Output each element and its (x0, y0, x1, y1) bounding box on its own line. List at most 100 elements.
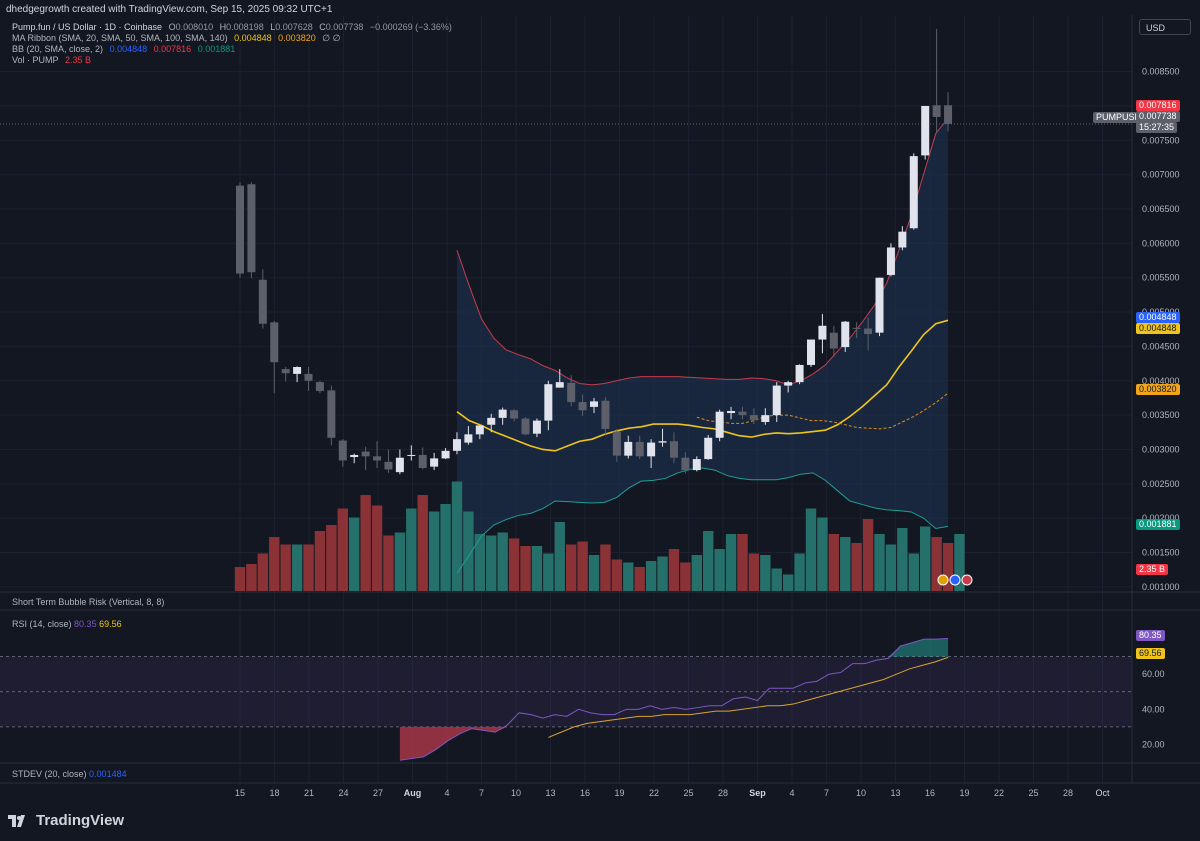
volume-bar (303, 544, 314, 591)
candle-body (818, 325, 827, 340)
ma-value-1: 0.004848 (234, 33, 272, 43)
rsi-overbought-fill (888, 638, 949, 657)
close-value: 0.007738 (325, 22, 364, 32)
volume-bar (908, 553, 919, 591)
volume-legend[interactable]: Vol · PUMP 2.35 B (12, 55, 92, 65)
x-tick-label: 16 (580, 788, 590, 798)
x-tick-label: 21 (304, 788, 314, 798)
volume-bar (543, 553, 554, 591)
candle-body (669, 441, 678, 458)
volume-bar (817, 517, 828, 591)
y-tick-label: 0.001000 (1142, 582, 1180, 592)
volume-bar (703, 531, 714, 591)
candle-body (350, 454, 359, 458)
event-icon (937, 574, 949, 586)
volume-bar (714, 549, 725, 591)
candle-body (692, 459, 701, 471)
bb-legend[interactable]: BB (20, SMA, close, 2) 0.004848 0.007816… (12, 44, 236, 54)
candle-body (281, 369, 290, 374)
last-price-tag: 0.007738 (1136, 111, 1180, 122)
candle-body (441, 450, 450, 459)
bb-fill (456, 118, 949, 574)
x-tick-label: 27 (373, 788, 383, 798)
volume-bar (269, 537, 280, 591)
candle-body (498, 409, 507, 418)
bubble-risk-title[interactable]: Short Term Bubble Risk (Vertical, 8, 8) (12, 597, 165, 607)
candle-body (921, 105, 930, 156)
candle-body (407, 454, 416, 456)
rsi-tick-label: 40.00 (1142, 704, 1165, 714)
volume-bar (314, 531, 326, 591)
volume-bar (828, 534, 840, 591)
candle-body (761, 415, 770, 422)
volume-bar (737, 534, 748, 591)
candle-body (487, 417, 496, 425)
volume-bar (691, 555, 702, 591)
volume-bar (840, 537, 851, 591)
ma-tag: 0.004848 (1136, 323, 1180, 334)
stdev-legend[interactable]: STDEV (20, close) 0.001484 (12, 769, 127, 779)
candle-body (532, 420, 541, 434)
volume-bar (565, 544, 577, 591)
candle-body (236, 185, 244, 274)
candle-body (475, 425, 484, 435)
y-tick-label: 0.007000 (1142, 170, 1180, 180)
candle-body (418, 454, 427, 469)
volume-bar (463, 511, 474, 591)
candle-body (909, 156, 918, 229)
symbol-title: Pump.fun / US Dollar · 1D · Coinbase (12, 22, 163, 32)
rsi-legend[interactable]: RSI (14, close) 80.35 69.56 (12, 619, 122, 629)
y-tick-label: 0.003500 (1142, 410, 1180, 420)
volume-bar (371, 505, 383, 591)
candle-body (521, 418, 530, 435)
x-tick-label: 7 (824, 788, 829, 798)
candle-body (395, 457, 404, 473)
x-tick-label: 18 (269, 788, 279, 798)
currency-button[interactable]: USD (1139, 19, 1191, 35)
event-icon (961, 574, 973, 586)
low-value: 0.007628 (275, 22, 313, 32)
volume-bar (383, 535, 394, 591)
candle-body (681, 457, 690, 471)
candle-body (738, 411, 747, 416)
bb-lower-line (456, 467, 949, 574)
candle-body (829, 332, 838, 349)
y-tick-label: 0.005500 (1142, 273, 1180, 283)
volume-bar (645, 561, 657, 591)
x-tick-label: 4 (789, 788, 794, 798)
y-tick-label: 0.006000 (1142, 238, 1180, 248)
x-tick-label: 28 (718, 788, 728, 798)
candle-body (258, 279, 267, 324)
x-tick-label: 19 (614, 788, 624, 798)
volume-bar (897, 528, 908, 591)
ma50-line (696, 392, 949, 430)
change-value: −0.000269 (−3.36%) (369, 22, 452, 32)
volume-bar (805, 508, 817, 591)
candle-body (293, 367, 302, 374)
candle-body (875, 277, 884, 333)
volume-bar (497, 532, 508, 591)
volume-bar (428, 511, 440, 591)
ma-legend[interactable]: MA Ribbon (SMA, 20, SMA, 50, SMA, 100, S… (12, 33, 341, 43)
x-tick-label: 10 (511, 788, 521, 798)
volume-bar (954, 534, 965, 591)
candle-body (544, 384, 553, 421)
volume-bar (508, 538, 520, 591)
x-tick-label: 22 (649, 788, 659, 798)
candle-body (384, 461, 393, 470)
bb-upper-value: 0.007816 (153, 44, 192, 54)
candle-body (578, 402, 587, 411)
x-tick-label: 16 (925, 788, 935, 798)
volume-bar (234, 567, 246, 591)
bb-upper-line (456, 117, 949, 386)
volume-bar (531, 546, 543, 591)
volume-bar (360, 495, 371, 591)
candle-body (612, 431, 621, 456)
rsi-tick-label: 20.00 (1142, 739, 1165, 749)
indicator-lines (0, 117, 1132, 574)
x-tick-label: 13 (545, 788, 555, 798)
ma20-line (456, 319, 949, 452)
candle-body (749, 415, 758, 420)
volume-bar (760, 555, 771, 591)
